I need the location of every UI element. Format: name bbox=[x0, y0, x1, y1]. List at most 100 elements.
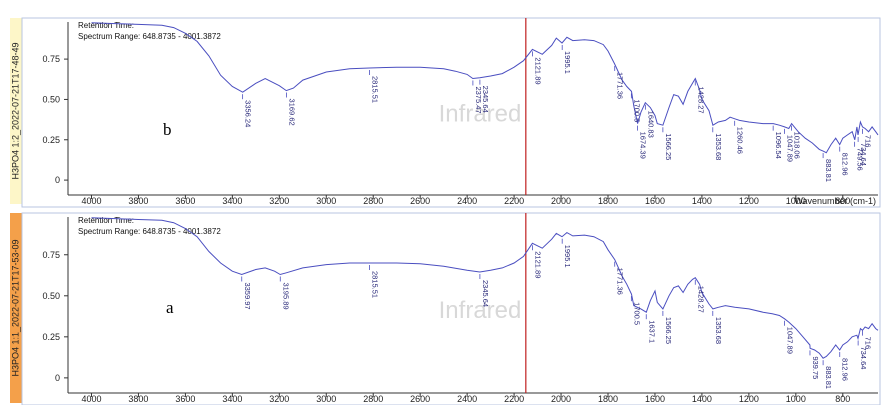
y-tick-label: 0.50 bbox=[42, 291, 60, 301]
x-tick-label: 3400 bbox=[222, 196, 242, 206]
y-tick-label: 0.75 bbox=[42, 54, 60, 64]
peak-label: 716 bbox=[864, 337, 873, 350]
spectrum-panel-b: H3PO4 1:2_2022-07-21T17-48-49 0 0.25 0.50 0.… bbox=[10, 17, 881, 208]
x-tick-label: 3800 bbox=[128, 394, 148, 404]
x-tick-label: 3400 bbox=[222, 394, 242, 404]
x-tick-label: 1800 bbox=[598, 196, 618, 206]
x-tick-label: 3600 bbox=[175, 196, 195, 206]
peak-label: 2815.51 bbox=[371, 271, 380, 298]
panel-side-band bbox=[10, 213, 22, 403]
peak-label: 1771.36 bbox=[616, 268, 625, 295]
spectrum-range-label: Spectrum Range: 648.8735 - 4001.3872 bbox=[78, 227, 221, 236]
x-tick-label: 2200 bbox=[504, 196, 524, 206]
x-tick-label: 3000 bbox=[316, 196, 336, 206]
peak-label: 3195.89 bbox=[281, 282, 290, 309]
peak-label: 883.81 bbox=[824, 366, 833, 389]
y-tick-label: 0 bbox=[55, 373, 60, 383]
x-tick-label: 800 bbox=[835, 394, 850, 404]
peak-label: 812.96 bbox=[841, 153, 850, 176]
x-tick-label: 4000 bbox=[81, 394, 101, 404]
peak-label: 2345.64 bbox=[481, 280, 490, 307]
peak-label: 1428.27 bbox=[696, 286, 705, 313]
peak-label: 2345.64 bbox=[481, 86, 490, 113]
watermark: Infrared bbox=[439, 101, 522, 128]
x-tick-label: 2400 bbox=[457, 394, 477, 404]
peak-label: 1566.25 bbox=[664, 317, 673, 344]
peak-label: 3169.62 bbox=[287, 99, 296, 126]
peak-label: 2815.51 bbox=[371, 76, 380, 103]
x-tick-label: 3200 bbox=[269, 196, 289, 206]
peak-label: 3356.24 bbox=[244, 100, 253, 127]
peak-label: 749.56 bbox=[856, 148, 865, 171]
peak-label: 883.81 bbox=[824, 159, 833, 182]
peak-label: 716 bbox=[864, 135, 873, 148]
retention-time-label: Retention Time: bbox=[78, 21, 134, 30]
spectrum-range-label: Spectrum Range: 648.8735 - 4001.3872 bbox=[78, 32, 221, 41]
peak-label: 2121.89 bbox=[533, 57, 542, 84]
panel-frame bbox=[21, 17, 881, 208]
peak-label: 1995.1 bbox=[563, 245, 572, 268]
peak-label: 1096.54 bbox=[774, 132, 783, 159]
x-tick-label: 2200 bbox=[504, 394, 524, 404]
peak-label: 1353.68 bbox=[714, 317, 723, 344]
x-axis-title: Wavenumber (cm-1) bbox=[794, 196, 876, 206]
peak-label: 1047.89 bbox=[786, 135, 795, 162]
peak-label: 734.64 bbox=[859, 346, 868, 369]
sample-letter-label: a bbox=[166, 298, 174, 317]
peak-label: 1700.5 bbox=[632, 302, 641, 325]
x-tick-label: 1200 bbox=[739, 196, 759, 206]
x-tick-label: 1800 bbox=[598, 394, 618, 404]
y-tick-label: 0.50 bbox=[42, 94, 60, 104]
y-tick-label: 0 bbox=[55, 175, 60, 185]
x-tick-label: 1000 bbox=[786, 196, 806, 206]
x-tick-label: 1400 bbox=[692, 394, 712, 404]
x-tick-label: 2000 bbox=[551, 196, 571, 206]
peak-label: 1640.83 bbox=[646, 111, 655, 138]
y-tick-label: 0.25 bbox=[42, 135, 60, 145]
peak-label: 3359.97 bbox=[243, 282, 252, 309]
panel-id-label: H3PO4 1:1_2022-07-21T17-53-09 bbox=[10, 239, 20, 376]
x-tick-label: 2400 bbox=[457, 196, 477, 206]
x-tick-label: 4000 bbox=[81, 196, 101, 206]
x-tick-label: 2600 bbox=[410, 394, 430, 404]
peak-label: 1428.27 bbox=[696, 86, 705, 113]
x-tick-label: 3200 bbox=[269, 394, 289, 404]
peak-label: 1566.25 bbox=[664, 133, 673, 160]
peak-label: 812.96 bbox=[841, 358, 850, 381]
x-tick-label: 2600 bbox=[410, 196, 430, 206]
y-tick-label: 0.25 bbox=[42, 332, 60, 342]
spectrum-panel-a: H3PO4 1:1_2022-07-21T17-53-09 0 0.25 0.50 0.… bbox=[10, 212, 881, 405]
spectrum-line-0 bbox=[91, 217, 879, 359]
peak-label: 939.75 bbox=[811, 356, 820, 379]
x-tick-label: 1600 bbox=[645, 196, 665, 206]
sample-letter-label: b bbox=[163, 120, 172, 139]
peak-label: 1771.36 bbox=[616, 72, 625, 99]
panel-id-label: H3PO4 1:2_2022-07-21T17-48-49 bbox=[10, 42, 20, 179]
retention-time-label: Retention Time: bbox=[78, 216, 134, 225]
peak-label: 1260.46 bbox=[736, 127, 745, 154]
x-tick-label: 2800 bbox=[363, 394, 383, 404]
peak-label: 2121.89 bbox=[533, 251, 542, 278]
panel-frame bbox=[21, 212, 881, 405]
x-tick-label: 1600 bbox=[645, 394, 665, 404]
spectrum-line-0 bbox=[91, 22, 879, 154]
peak-label: 1674.39 bbox=[638, 132, 647, 159]
peak-label: 1353.68 bbox=[714, 133, 723, 160]
x-tick-label: 3800 bbox=[128, 196, 148, 206]
peak-label: 1637.1 bbox=[647, 320, 656, 343]
watermark: Infrared bbox=[439, 297, 522, 324]
peak-label: 1018.06 bbox=[793, 132, 802, 159]
x-tick-label: 2800 bbox=[363, 196, 383, 206]
x-tick-label: 2000 bbox=[551, 394, 571, 404]
x-tick-label: 3600 bbox=[175, 394, 195, 404]
x-tick-label: 1400 bbox=[692, 196, 712, 206]
x-tick-label: 800 bbox=[835, 196, 850, 206]
x-tick-label: 1200 bbox=[739, 394, 759, 404]
y-tick-label: 0.75 bbox=[42, 250, 60, 260]
x-tick-label: 1000 bbox=[786, 394, 806, 404]
panel-side-band bbox=[10, 18, 22, 204]
x-tick-label: 3000 bbox=[316, 394, 336, 404]
peak-label: 734.64 bbox=[859, 143, 868, 166]
peak-label: 1700.5 bbox=[632, 99, 641, 122]
